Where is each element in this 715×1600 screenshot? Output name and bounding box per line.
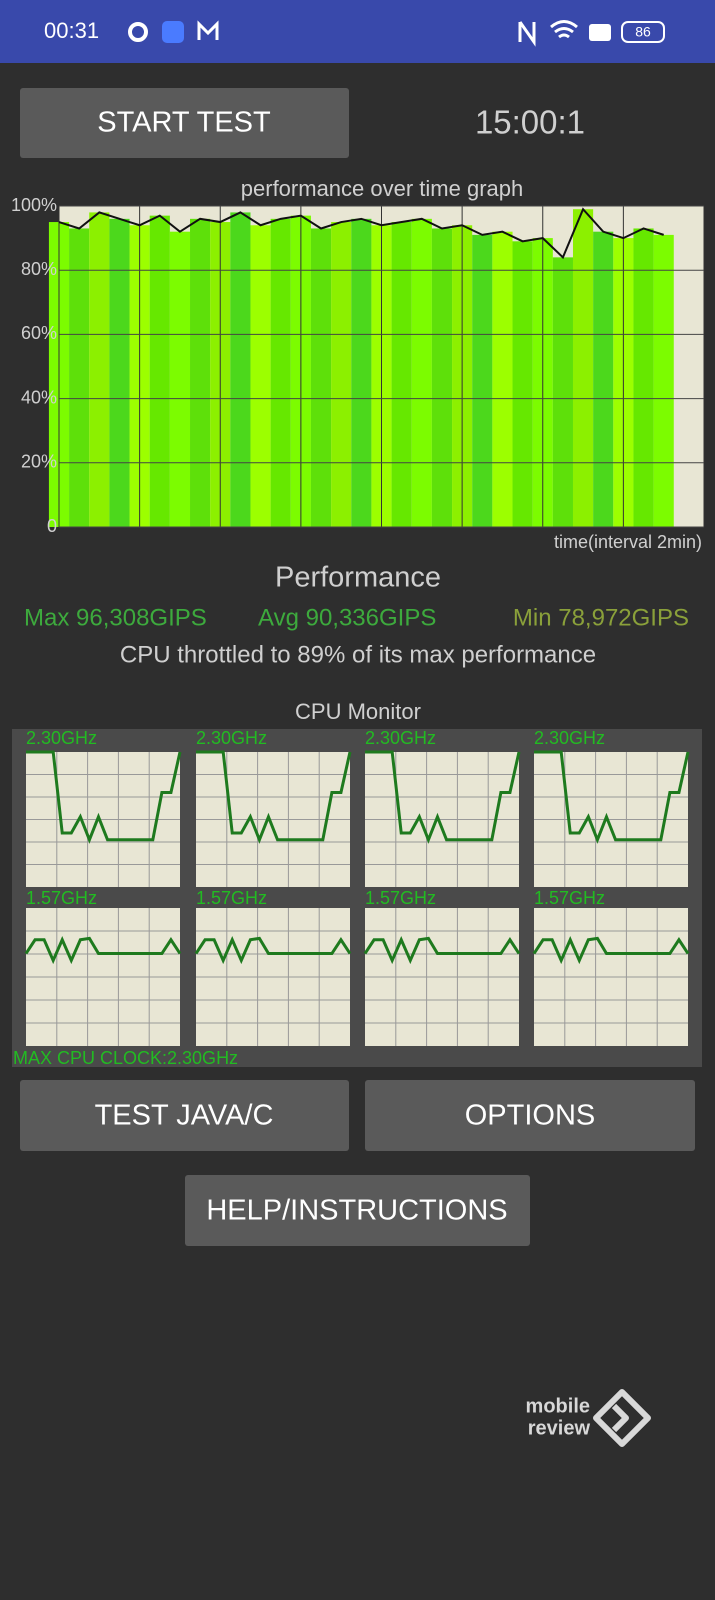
watermark-logo	[593, 1389, 651, 1447]
core-clock-label: 2.30GHz	[534, 728, 605, 748]
core-line	[365, 750, 521, 844]
performance-bar	[89, 212, 110, 528]
y-tick-label: 40%	[21, 387, 57, 407]
performance-bar	[310, 228, 332, 527]
core-clock-label: 1.57GHz	[365, 888, 436, 908]
help-button[interactable]	[185, 1175, 530, 1246]
y-tick-label: 20%	[21, 452, 57, 472]
y-tick-label: 100%	[11, 195, 57, 215]
performance-bar	[270, 218, 291, 527]
test-java-button[interactable]	[20, 1080, 349, 1151]
performance-bar	[572, 209, 594, 527]
max-stat: Max 96,308GIPS	[24, 604, 207, 631]
graph-title: performance over time graph	[241, 176, 523, 201]
core-line	[26, 750, 182, 844]
performance-bar	[230, 212, 251, 528]
core-clock-label: 1.57GHz	[196, 888, 267, 908]
performance-bar	[331, 222, 352, 528]
battery-level: 86	[635, 24, 651, 40]
y-tick-label: 80%	[21, 259, 57, 279]
y-tick-label: 60%	[21, 323, 57, 343]
throttle-text: CPU throttled to 89% of its max performa…	[120, 641, 596, 668]
core-clock-label: 2.30GHz	[26, 728, 97, 748]
cpu-monitor: 2.30GHz 2.30GHz 2.30GHz 2.30GHz 1.57GHz 1.57G…	[24, 728, 690, 1046]
performance-line	[58, 207, 664, 260]
core-line	[24, 935, 182, 965]
wifi-icon	[550, 20, 578, 39]
button-label: HELP/INSTRUCTIONS	[206, 1195, 507, 1227]
options-button[interactable]	[365, 1080, 695, 1151]
start-test-button[interactable]	[20, 88, 349, 158]
core-line	[363, 935, 521, 965]
watermark-line: review	[528, 1417, 591, 1439]
y-tick-label: 0	[47, 516, 57, 536]
performance-bar	[149, 215, 170, 527]
performance-bar	[351, 218, 372, 527]
battery-icon	[621, 21, 665, 43]
core-line	[534, 750, 690, 844]
button-label: OPTIONS	[465, 1100, 596, 1132]
performance-heading: Performance	[275, 562, 441, 594]
cpu-monitor-title: CPU Monitor	[295, 699, 421, 724]
performance-bar	[190, 218, 211, 527]
performance-bar	[633, 228, 654, 527]
settings-icon	[128, 22, 148, 42]
mail-icon	[197, 20, 219, 40]
sim-icon	[589, 24, 611, 41]
performance-bar	[492, 231, 513, 527]
performance-bar	[69, 228, 90, 527]
performance-graph: 100% 80% 60% 40% 20% 0	[11, 195, 705, 536]
performance-bar	[391, 222, 412, 528]
watermark-line: mobile	[526, 1395, 590, 1417]
performance-bar	[552, 257, 573, 527]
performance-bar	[250, 225, 271, 527]
performance-bar	[109, 218, 130, 527]
x-axis-label: time(interval 2min)	[554, 532, 702, 552]
performance-bar	[431, 228, 453, 527]
status-time: 00:31	[44, 18, 99, 43]
core-clock-label: 1.57GHz	[26, 888, 97, 908]
performance-bar	[593, 231, 614, 527]
core-line	[194, 935, 352, 965]
max-clock: MAX CPU CLOCK:2.30GHz	[13, 1048, 238, 1068]
core-clock-label: 2.30GHz	[196, 728, 267, 748]
core-line	[532, 935, 690, 965]
nfc-icon	[518, 21, 536, 47]
button-label: START TEST	[97, 107, 271, 139]
performance-bar	[472, 234, 493, 527]
core-clock-label: 1.57GHz	[534, 888, 605, 908]
timer: 15:00:1	[475, 104, 585, 141]
core-line	[196, 750, 352, 844]
performance-bar	[653, 234, 674, 527]
performance-bar	[411, 218, 432, 527]
performance-bar	[169, 231, 191, 527]
avg-stat: Avg 90,336GIPS	[258, 604, 436, 631]
core-clock-label: 2.30GHz	[365, 728, 436, 748]
min-stat: Min 78,972GIPS	[513, 604, 689, 631]
hotspot-icon	[162, 21, 184, 43]
button-label: TEST JAVA/C	[95, 1100, 274, 1132]
performance-bar	[512, 241, 533, 527]
